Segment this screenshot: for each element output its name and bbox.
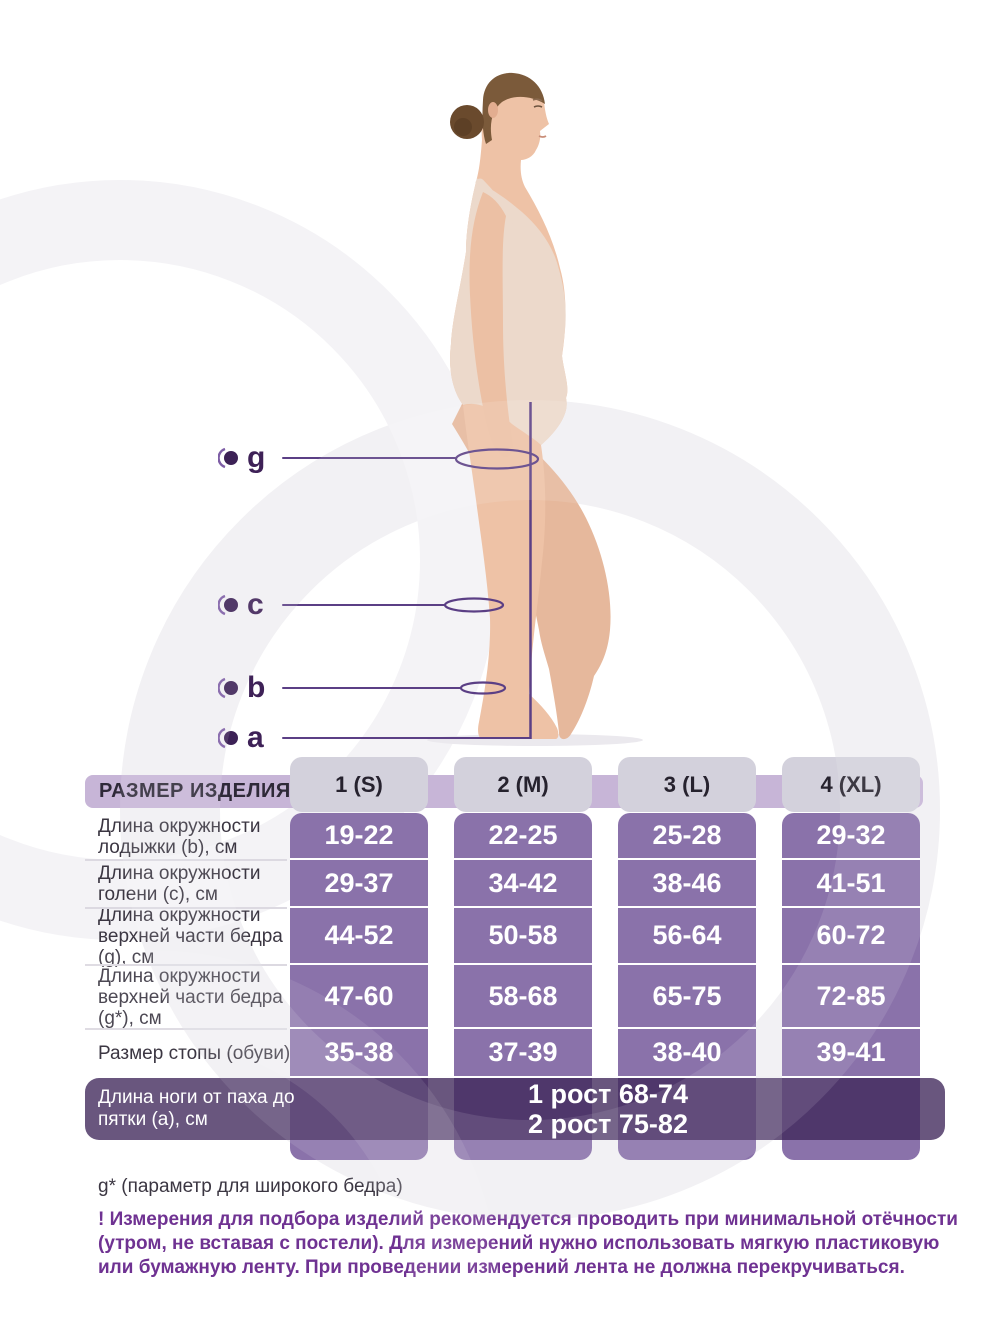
measure-line [282,456,456,460]
size-value-cell: 58-68 [454,965,592,1029]
column-header-1s: 1 (S) [290,757,428,812]
size-value-cell: 38-46 [618,860,756,908]
footnote-line: ! Измерения для подбора изделий рекоменд… [98,1209,958,1230]
measure-line [282,603,445,607]
figure-ear [488,102,498,118]
marker-letter: b [247,671,266,704]
marker-bullet-icon [218,447,238,469]
row-divider [85,907,287,909]
marker-letter: c [247,588,264,621]
table-corner-label: РАЗМЕР ИЗДЕЛИЯ [99,780,291,802]
height-option-1: 1 рост 68-74 [528,1079,688,1109]
size-value-cell: 60-72 [782,908,920,965]
column-header-2m: 2 (M) [454,757,592,812]
marker-bullet-icon [218,677,238,699]
footnote-g-star: g* (параметр для широкого бедра) [98,1176,403,1197]
marker-letter: g [247,441,266,474]
row-divider [85,859,287,861]
marker-a: a [218,721,531,755]
measure-line [282,686,461,690]
leg-length-row-label: Длина ноги от паха до пятки (a), см [98,1087,295,1130]
figure-hair-bun-swirl [454,118,472,136]
figure-hair [482,72,545,144]
size-value-cell: 34-42 [454,860,592,908]
leg-length-row-values: 1 рост 68-74 2 рост 75-82 [290,1079,926,1139]
marker-c: c [218,588,445,622]
row-label-calf: Длина окружности голени (c), см [98,863,261,905]
column-header-4xl: 4 (XL) [782,757,920,812]
leg-length-row: Длина ноги от паха до пятки (a), см 1 ро… [85,1078,945,1140]
row-divider [85,1028,287,1030]
size-value-cell: 38-40 [618,1029,756,1078]
size-value-cell: 29-32 [782,813,920,860]
size-value-cell: 35-38 [290,1029,428,1078]
size-value-cell: 65-75 [618,965,756,1029]
marker-bullet-icon [218,727,238,749]
size-value-cell: 19-22 [290,813,428,860]
row-divider [85,964,287,966]
size-value-cell: 50-58 [454,908,592,965]
height-option-2: 2 рост 75-82 [528,1109,688,1139]
size-value-cell: 22-25 [454,813,592,860]
size-value-cell: 56-64 [618,908,756,965]
marker-b: b [218,671,461,705]
size-value-cell: 39-41 [782,1029,920,1078]
marker-g: g [218,441,456,475]
marker-bullet-icon [218,594,238,616]
size-value-cell: 72-85 [782,965,920,1029]
column-header-3l: 3 (L) [618,757,756,812]
size-value-cell: 44-52 [290,908,428,965]
size-value-cell: 25-28 [618,813,756,860]
row-label-foot-size: Размер стопы (обуви) [98,1043,291,1064]
footnote-line: или бумажную ленту. При проведении измер… [98,1257,905,1278]
figure-lips [538,135,547,138]
size-value-cell: 37-39 [454,1029,592,1078]
row-label-ankle: Длина окружности лодыжки (b), см [98,815,261,858]
measure-line [282,736,531,740]
footnote-line: (утром, не вставая с постели). Для измер… [98,1233,940,1254]
row-label-thigh-g-star: Длина окружности верхней части бедра (g*… [98,965,283,1029]
figure-eye [533,105,543,108]
size-value-cell: 41-51 [782,860,920,908]
marker-letter: a [247,721,264,754]
size-value-cell: 47-60 [290,965,428,1029]
figure-brow [532,98,543,102]
size-value-cell: 29-37 [290,860,428,908]
row-label-thigh-g: Длина окружности верхней части бедра (g)… [98,905,283,968]
footnote-measurement-advice: ! Измерения для подбора изделий рекоменд… [98,1208,973,1280]
